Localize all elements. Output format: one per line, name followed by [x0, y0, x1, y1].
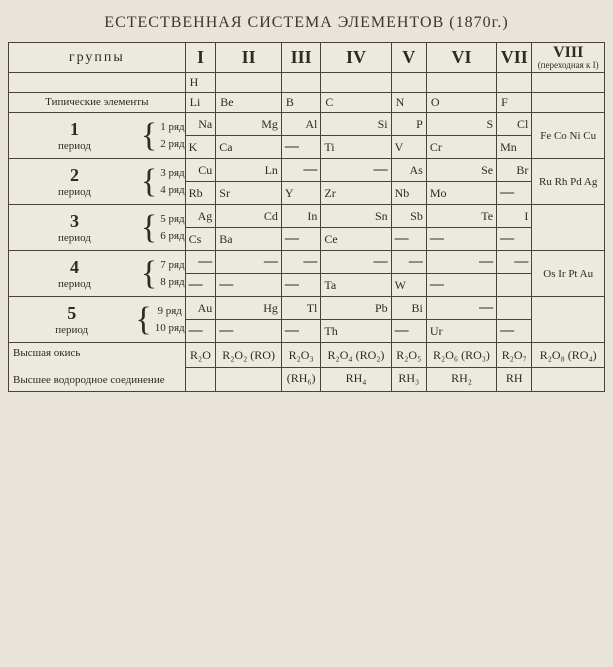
period-row-3: 3период{5 ряд6 рядAgCsCdBaIn—SnCeSb—Te—I…	[9, 205, 605, 251]
cell-p4-g6: ——	[426, 251, 496, 297]
groups-label: группы	[9, 43, 186, 73]
oxide-col-7: R₂O₇RH	[497, 343, 532, 392]
col-I: I	[185, 43, 216, 73]
cell-p4-viii: Os Ir Pt Au	[532, 251, 605, 297]
cell-p5-g5: Bi—	[391, 297, 426, 343]
period-row-1: 1период{1 ряд2 рядNaKMgCaAl—SiTiPVSCrClM…	[9, 113, 605, 159]
col-V: V	[391, 43, 426, 73]
cell-p1-g4: SiTi	[321, 113, 391, 159]
viii-label: VIII	[534, 45, 602, 61]
cell-H: H	[185, 73, 216, 93]
period-label-4: 4период{7 ряд8 ряд	[9, 251, 186, 297]
cell-p4-g1: ——	[185, 251, 216, 297]
col-III: III	[281, 43, 320, 73]
row-oxide: Высшая окись Высшее водородное соединени…	[9, 343, 605, 392]
cell-p1-g7: ClMn	[497, 113, 532, 159]
cell-p1-g6: SCr	[426, 113, 496, 159]
cell-p1-g3: Al—	[281, 113, 320, 159]
oxide-col-6: R₂O₆ (RO₃)RH₂	[426, 343, 496, 392]
cell-p3-g4: SnCe	[321, 205, 391, 251]
cell-p3-g2: CdBa	[216, 205, 282, 251]
oxide-col-1: R₂O	[185, 343, 216, 392]
cell: O	[426, 93, 496, 113]
cell-p2-g6: SeMo	[426, 159, 496, 205]
page-title: ЕСТЕСТВЕННАЯ СИСТЕМА ЭЛЕМЕНТОВ (1870г.)	[8, 14, 605, 32]
cell-p4-g7: —	[497, 251, 532, 297]
periodic-table: группы I II III IV V VI VII VIII (перехо…	[8, 42, 605, 392]
viii-sublabel: (переходная к I)	[534, 61, 602, 70]
cell-p5-viii	[532, 297, 605, 343]
oxide-col-8: R₂O₈ (RO₄)	[532, 343, 605, 392]
col-VII: VII	[497, 43, 532, 73]
cell-p4-g5: —W	[391, 251, 426, 297]
cell-p2-g2: LnSr	[216, 159, 282, 205]
cell-p3-g5: Sb—	[391, 205, 426, 251]
header-row: группы I II III IV V VI VII VIII (перехо…	[9, 43, 605, 73]
period-label-5: 5период{9 ряд10 ряд	[9, 297, 186, 343]
period-row-4: 4период{7 ряд8 ряд———————Ta—W———Os Ir Pt…	[9, 251, 605, 297]
period-label-3: 3период{5 ряд6 ряд	[9, 205, 186, 251]
cell-p1-g5: PV	[391, 113, 426, 159]
cell-p5-g2: Hg—	[216, 297, 282, 343]
empty-cell	[9, 73, 186, 93]
cell: F	[497, 93, 532, 113]
period-row-2: 2период{3 ряд4 рядCuRbLnSr—Y—ZrAsNbSeMoB…	[9, 159, 605, 205]
cell-p1-g1: NaK	[185, 113, 216, 159]
cell-p1-viii: Fe Co Ni Cu	[532, 113, 605, 159]
cell-p5-g1: Au—	[185, 297, 216, 343]
cell-p3-g7: I—	[497, 205, 532, 251]
cell-p3-g1: AgCs	[185, 205, 216, 251]
cell-p2-viii: Ru Rh Pd Ag	[532, 159, 605, 205]
cell-p2-g3: —Y	[281, 159, 320, 205]
cell-p5-g3: Tl—	[281, 297, 320, 343]
row-typical: Типические элементы Li Be B C N O F	[9, 93, 605, 113]
cell: N	[391, 93, 426, 113]
col-II: II	[216, 43, 282, 73]
cell-p4-g4: —Ta	[321, 251, 391, 297]
cell-p5-g6: —Ur	[426, 297, 496, 343]
cell: Li	[185, 93, 216, 113]
cell: Be	[216, 93, 282, 113]
col-VI: VI	[426, 43, 496, 73]
cell-p3-viii	[532, 205, 605, 251]
cell-p2-g4: —Zr	[321, 159, 391, 205]
cell-p1-g2: MgCa	[216, 113, 282, 159]
oxide-col-3: R₂O₃(RH₆)	[281, 343, 320, 392]
oxide-col-5: R₂O₅RH₃	[391, 343, 426, 392]
cell-p4-g3: ——	[281, 251, 320, 297]
cell-p2-g5: AsNb	[391, 159, 426, 205]
oxide-labels: Высшая окись Высшее водородное соединени…	[9, 343, 186, 392]
cell-p5-g4: PbTh	[321, 297, 391, 343]
cell-p2-g7: Br—	[497, 159, 532, 205]
cell-p3-g3: In—	[281, 205, 320, 251]
cell-p3-g6: Te—	[426, 205, 496, 251]
oxide-col-4: R₂O₄ (RO₂)RH₄	[321, 343, 391, 392]
period-label-2: 2период{3 ряд4 ряд	[9, 159, 186, 205]
period-row-5: 5период{9 ряд10 рядAu—Hg—Tl—PbThBi——Ur—	[9, 297, 605, 343]
cell-p4-g2: ——	[216, 251, 282, 297]
cell: B	[281, 93, 320, 113]
typical-label: Типические элементы	[9, 93, 186, 113]
row-hydrogen: H	[9, 73, 605, 93]
col-VIII: VIII (переходная к I)	[532, 43, 605, 73]
cell: C	[321, 93, 391, 113]
cell-p2-g1: CuRb	[185, 159, 216, 205]
oxide-label-2: Высшее водородное соединение	[13, 374, 181, 387]
oxide-label-1: Высшая окись	[13, 347, 181, 360]
period-label-1: 1период{1 ряд2 ряд	[9, 113, 186, 159]
col-IV: IV	[321, 43, 391, 73]
oxide-col-2: R₂O₂ (RO)	[216, 343, 282, 392]
cell-p5-g7: —	[497, 297, 532, 343]
